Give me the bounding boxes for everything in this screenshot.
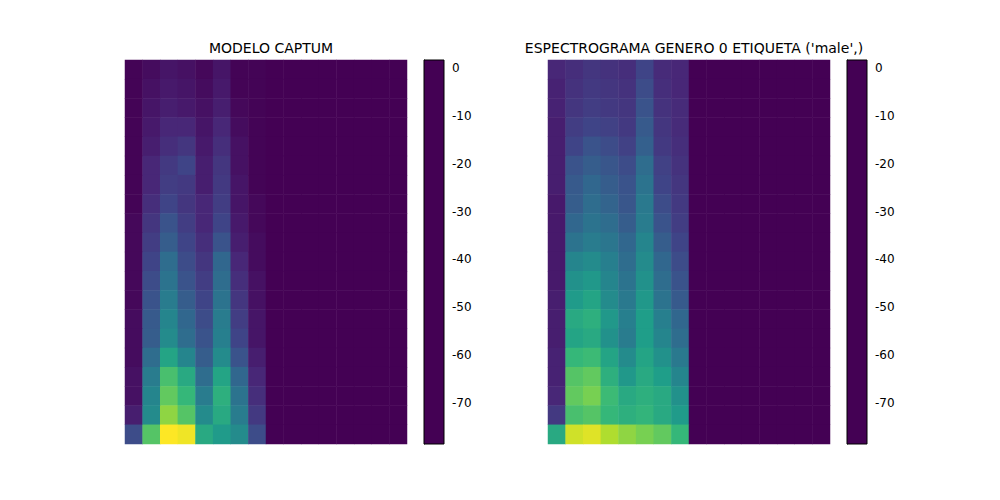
svg-text:0: 0 bbox=[875, 61, 883, 75]
svg-text:0: 0 bbox=[452, 61, 460, 75]
svg-text:MODELO CAPTUM: MODELO CAPTUM bbox=[209, 40, 333, 56]
svg-text:-70: -70 bbox=[452, 396, 472, 410]
svg-text:-50: -50 bbox=[452, 300, 472, 314]
svg-text:ESPECTROGRAMA GENERO 0 ETIQUET: ESPECTROGRAMA GENERO 0 ETIQUETA ('male',… bbox=[525, 40, 863, 56]
svg-text:-20: -20 bbox=[452, 157, 472, 171]
svg-text:-40: -40 bbox=[875, 252, 895, 266]
svg-text:-30: -30 bbox=[452, 205, 472, 219]
svg-text:-10: -10 bbox=[452, 109, 472, 123]
svg-text:-30: -30 bbox=[875, 205, 895, 219]
svg-text:-40: -40 bbox=[452, 252, 472, 266]
svg-text:-50: -50 bbox=[875, 300, 895, 314]
svg-text:-60: -60 bbox=[875, 348, 895, 362]
svg-text:-20: -20 bbox=[875, 157, 895, 171]
svg-text:-10: -10 bbox=[875, 109, 895, 123]
svg-text:-70: -70 bbox=[875, 396, 895, 410]
svg-text:-60: -60 bbox=[452, 348, 472, 362]
